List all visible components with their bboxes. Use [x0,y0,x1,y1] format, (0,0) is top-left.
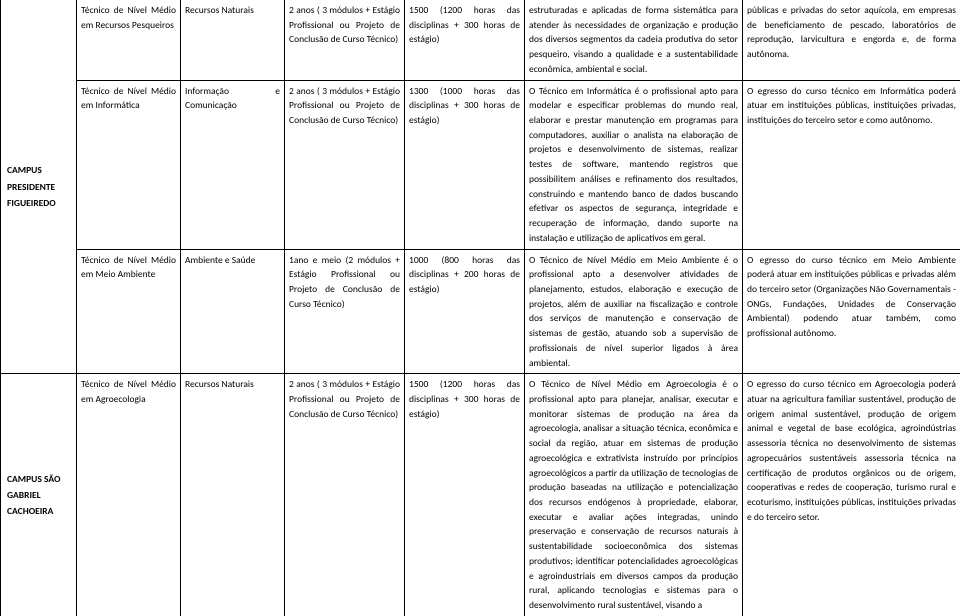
perfil-cell: O Técnico de Nível Médio em Meio Ambient… [525,249,743,374]
perfil-cell: estruturadas e aplicadas de forma sistem… [525,0,743,80]
duracao-cell: 1ano e meio (2 módulos + Estágio Profiss… [285,249,405,374]
eixo-cell: Ambiente e Saúde [181,249,285,374]
carga-cell: 1500 (1200 horas das disciplinas + 300 h… [405,374,525,616]
curriculum-table: CAMPUS PRESIDENTE FIGUEIREDO Técnico de … [0,0,960,616]
eixo-cell: Recursos Naturais [181,374,285,616]
carga-cell: 1500 (1200 horas das disciplinas + 300 h… [405,0,525,80]
duracao-cell: 2 anos ( 3 módulos + Estágio Profissiona… [285,374,405,616]
atuacao-cell: públicas e privadas do setor aquícola, e… [743,0,960,80]
campus-cell: CAMPUS SÃO GABRIEL CACHOEIRA [1,374,77,616]
atuacao-cell: O egresso do curso técnico em Informátic… [743,80,960,249]
curso-cell: Técnico de Nível Médio em Recursos Pesqu… [77,0,181,80]
eixo-cell: Informação e Comunicação [181,80,285,249]
duracao-cell: 2 anos ( 3 módulos + Estágio Profissiona… [285,0,405,80]
table-row: CAMPUS SÃO GABRIEL CACHOEIRA Técnico de … [1,374,960,616]
carga-cell: 1300 (1000 horas das disciplinas + 300 h… [405,80,525,249]
atuacao-cell: O egresso do curso técnico em Meio Ambie… [743,249,960,374]
curso-cell: Técnico de Nível Médio em Informática [77,80,181,249]
carga-cell: 1000 (800 horas das disciplinas + 200 ho… [405,249,525,374]
curso-cell: Técnico de Nível Médio em Meio Ambiente [77,249,181,374]
atuacao-cell: O egresso do curso técnico em Agroecolog… [743,374,960,616]
table-row: Técnico de Nível Médio em Meio Ambiente … [1,249,960,374]
table-row: CAMPUS PRESIDENTE FIGUEIREDO Técnico de … [1,0,960,80]
table-row: Técnico de Nível Médio em Informática In… [1,80,960,249]
eixo-cell: Recursos Naturais [181,0,285,80]
duracao-cell: 2 anos ( 3 módulos + Estágio Profissiona… [285,80,405,249]
perfil-cell: O Técnico em Informática é o profissiona… [525,80,743,249]
perfil-cell: O Técnico de Nível Médio em Agroecologia… [525,374,743,616]
curso-cell: Técnico de Nível Médio em Agroecologia [77,374,181,616]
campus-cell: CAMPUS PRESIDENTE FIGUEIREDO [1,0,77,374]
